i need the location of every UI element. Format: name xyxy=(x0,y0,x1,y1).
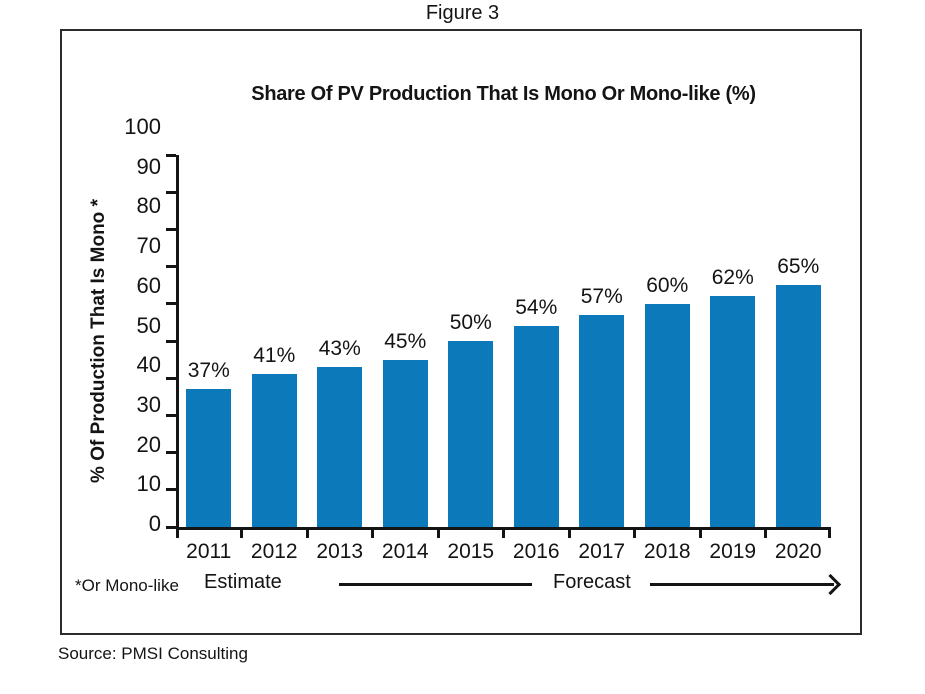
x-tick-label: 2017 xyxy=(578,540,626,563)
chart-title: Share Of PV Production That Is Mono Or M… xyxy=(251,83,756,105)
y-tick xyxy=(166,227,176,231)
bar xyxy=(317,367,363,527)
plot-area: 0 10 20 30 40 50 60 70 80 90 100 37% 2011 41% 2012 43% 2… xyxy=(124,114,831,563)
y-axis-line xyxy=(176,155,179,530)
bar xyxy=(251,374,297,527)
bar xyxy=(513,326,559,527)
bar xyxy=(579,314,625,527)
y-tick xyxy=(166,302,176,306)
bar-value-label: 62% xyxy=(711,266,754,290)
bar-value-label: 57% xyxy=(580,284,623,308)
x-tick-label: 2012 xyxy=(250,540,298,563)
x-tick xyxy=(633,530,636,538)
x-tick xyxy=(764,530,767,538)
y-tick-label: 40 xyxy=(136,352,161,378)
bar xyxy=(382,359,428,527)
x-tick-label: 2018 xyxy=(643,540,691,563)
y-axis-title-text: % Of Production That Is Mono * xyxy=(88,199,109,483)
bar-value-label: 54% xyxy=(515,296,558,320)
y-tick xyxy=(166,190,176,194)
y-tick xyxy=(166,265,176,269)
x-tick xyxy=(436,530,440,538)
y-tick-label: 70 xyxy=(136,233,161,259)
x-tick-label: 2016 xyxy=(512,540,560,563)
y-tick xyxy=(166,451,176,455)
y-tick-label: 0 xyxy=(148,511,161,536)
x-tick-label: 2013 xyxy=(316,540,364,563)
forecast-arrow-head-icon xyxy=(819,573,842,595)
y-axis-title: % Of Production That Is Mono * xyxy=(77,155,121,527)
bar-value-label: 37% xyxy=(187,359,230,383)
y-tick-label: 60 xyxy=(136,272,161,298)
y-tick-label: 90 xyxy=(136,153,161,179)
figure-label: Figure 3 xyxy=(425,2,500,24)
x-tick xyxy=(305,530,309,538)
x-tick-label: 2020 xyxy=(774,540,822,563)
bar-value-label: 50% xyxy=(449,311,492,334)
y-tick-label: 20 xyxy=(136,431,161,457)
forecast-arrow xyxy=(650,571,842,598)
bar xyxy=(644,303,690,527)
y-tick-label: 30 xyxy=(136,391,161,417)
bar xyxy=(775,285,821,527)
bar-value-label: 43% xyxy=(318,337,361,361)
bar-value-label: 45% xyxy=(384,329,427,353)
y-tick xyxy=(166,525,176,529)
y-tick xyxy=(166,339,176,343)
bar xyxy=(448,341,494,527)
x-tick xyxy=(698,530,702,538)
y-tick-label: 100 xyxy=(124,114,161,139)
x-tick xyxy=(371,530,374,538)
x-tick xyxy=(502,530,505,538)
x-axis-line xyxy=(176,527,831,530)
y-tick xyxy=(166,376,176,380)
x-tick xyxy=(240,530,243,538)
footnote: *Or Mono-like xyxy=(75,576,179,595)
x-tick xyxy=(828,530,831,538)
bar xyxy=(710,296,756,527)
x-tick xyxy=(176,530,179,538)
x-tick-label: 2019 xyxy=(709,540,757,563)
bar-value-label: 60% xyxy=(646,273,689,297)
forecast-arrow-shaft xyxy=(650,583,834,586)
estimate-label: Estimate xyxy=(204,571,282,593)
forecast-label: Forecast xyxy=(553,571,631,593)
x-tick-label: 2015 xyxy=(447,540,495,563)
estimate-range-line xyxy=(339,583,532,586)
x-tick-label: 2014 xyxy=(381,540,429,563)
y-tick xyxy=(166,153,176,157)
source-attribution: Source: PMSI Consulting xyxy=(58,644,248,663)
x-tick xyxy=(567,530,571,538)
bar-value-label: 41% xyxy=(253,344,296,368)
bar xyxy=(186,389,232,527)
y-tick xyxy=(166,413,176,417)
x-tick-label: 2011 xyxy=(186,540,232,563)
y-tick-label: 50 xyxy=(136,312,161,338)
chart-frame: Share Of PV Production That Is Mono Or M… xyxy=(60,29,862,635)
y-tick-label: 10 xyxy=(136,471,161,497)
y-tick xyxy=(166,488,176,492)
y-tick-label: 80 xyxy=(136,193,161,219)
bar-value-label: 65% xyxy=(777,255,820,279)
